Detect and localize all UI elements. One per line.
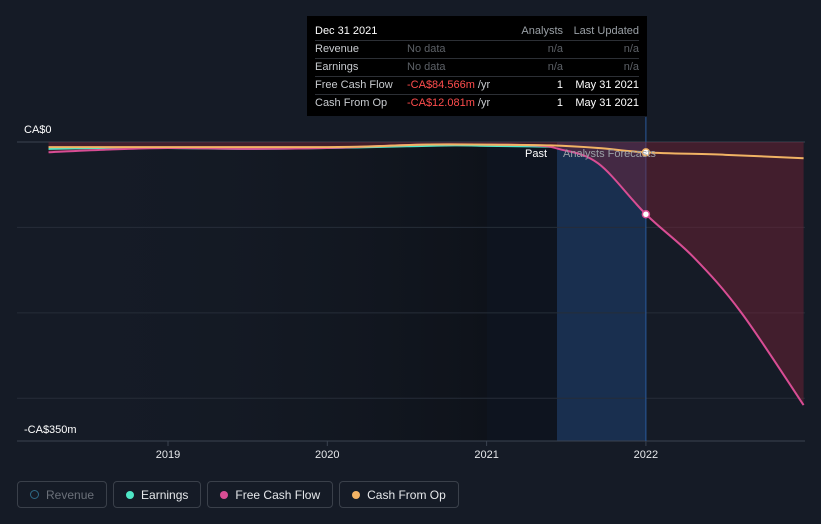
tooltip-row-unit: /yr <box>474 79 491 91</box>
tooltip-row-label: Cash From Op <box>315 97 388 109</box>
cash-from-op-marker <box>641 148 651 157</box>
tooltip-row-revenue: Revenue No data n/a n/a <box>315 41 639 59</box>
recent-past-band <box>487 142 557 441</box>
legend-item-cash-from-op[interactable]: Cash From Op <box>339 481 459 508</box>
tooltip-row-value: -CA$12.081m <box>407 97 475 109</box>
x-tick-label: 2022 <box>634 449 658 461</box>
y-axis-bottom-label: -CA$350m <box>24 424 77 436</box>
past-region-shade <box>48 142 557 441</box>
legend: Revenue Earnings Free Cash Flow Cash Fro… <box>17 481 459 508</box>
tooltip-row-updated: n/a <box>623 61 639 73</box>
revenue-legend-dot-icon <box>30 490 39 499</box>
tooltip-date: Dec 31 2021 <box>315 25 378 37</box>
tooltip-row-value: No data <box>407 43 446 55</box>
tooltip-row-value: No data <box>407 61 446 73</box>
free-cash-flow-marker <box>641 209 651 219</box>
free-cash-flow-area <box>48 142 804 406</box>
tooltip-row-updated: May 31 2021 <box>575 79 639 91</box>
legend-label: Cash From Op <box>367 487 446 502</box>
tooltip-row-updated: May 31 2021 <box>575 97 639 109</box>
tooltip-header: Dec 31 2021 Analysts Last Updated <box>315 23 639 41</box>
tooltip-row-updated: n/a <box>623 43 639 55</box>
tooltip-row-analysts: 1 <box>556 79 563 91</box>
free-cash-flow-legend-dot-icon <box>220 490 229 499</box>
legend-item-earnings[interactable]: Earnings <box>113 481 202 508</box>
legend-item-free-cash-flow[interactable]: Free Cash Flow <box>207 481 334 508</box>
tooltip-row-analysts: 1 <box>556 97 563 109</box>
y-axis-top-label: CA$0 <box>24 124 52 136</box>
forecast-highlight-band <box>557 142 646 441</box>
legend-item-revenue[interactable]: Revenue <box>17 481 108 508</box>
past-region-label: Past <box>525 148 547 160</box>
tooltip-row-unit: /yr <box>474 97 491 109</box>
tooltip-row-label: Free Cash Flow <box>315 79 393 91</box>
legend-label: Free Cash Flow <box>235 487 321 502</box>
x-tick-label: 2020 <box>315 449 339 461</box>
tooltip-row-analysts: n/a <box>547 61 563 73</box>
tooltip-row-cash-from-op: Cash From Op -CA$12.081m /yr 1 May 31 20… <box>315 95 639 112</box>
tooltip-row-free-cash-flow: Free Cash Flow -CA$84.566m /yr 1 May 31 … <box>315 77 639 95</box>
cash-from-op-legend-dot-icon <box>352 490 361 499</box>
legend-label: Earnings <box>141 487 189 502</box>
tooltip-col-updated: Last Updated <box>573 25 639 37</box>
tooltip-row-analysts: n/a <box>547 43 563 55</box>
forecast-region-label: Analysts Forecasts <box>563 148 656 160</box>
x-tick-label: 2019 <box>156 449 180 461</box>
tooltip-row-earnings: Earnings No data n/a n/a <box>315 59 639 77</box>
tooltip-row-label: Revenue <box>315 43 360 55</box>
legend-label: Revenue <box>46 487 95 502</box>
tooltip-row-label: Earnings <box>315 61 359 73</box>
tooltip-col-analysts: Analysts <box>521 25 563 37</box>
tooltip-row-value: -CA$84.566m <box>407 79 475 91</box>
earnings-legend-dot-icon <box>126 490 135 499</box>
tooltip: Dec 31 2021 Analysts Last Updated Revenu… <box>307 16 647 116</box>
x-tick-label: 2021 <box>474 449 498 461</box>
